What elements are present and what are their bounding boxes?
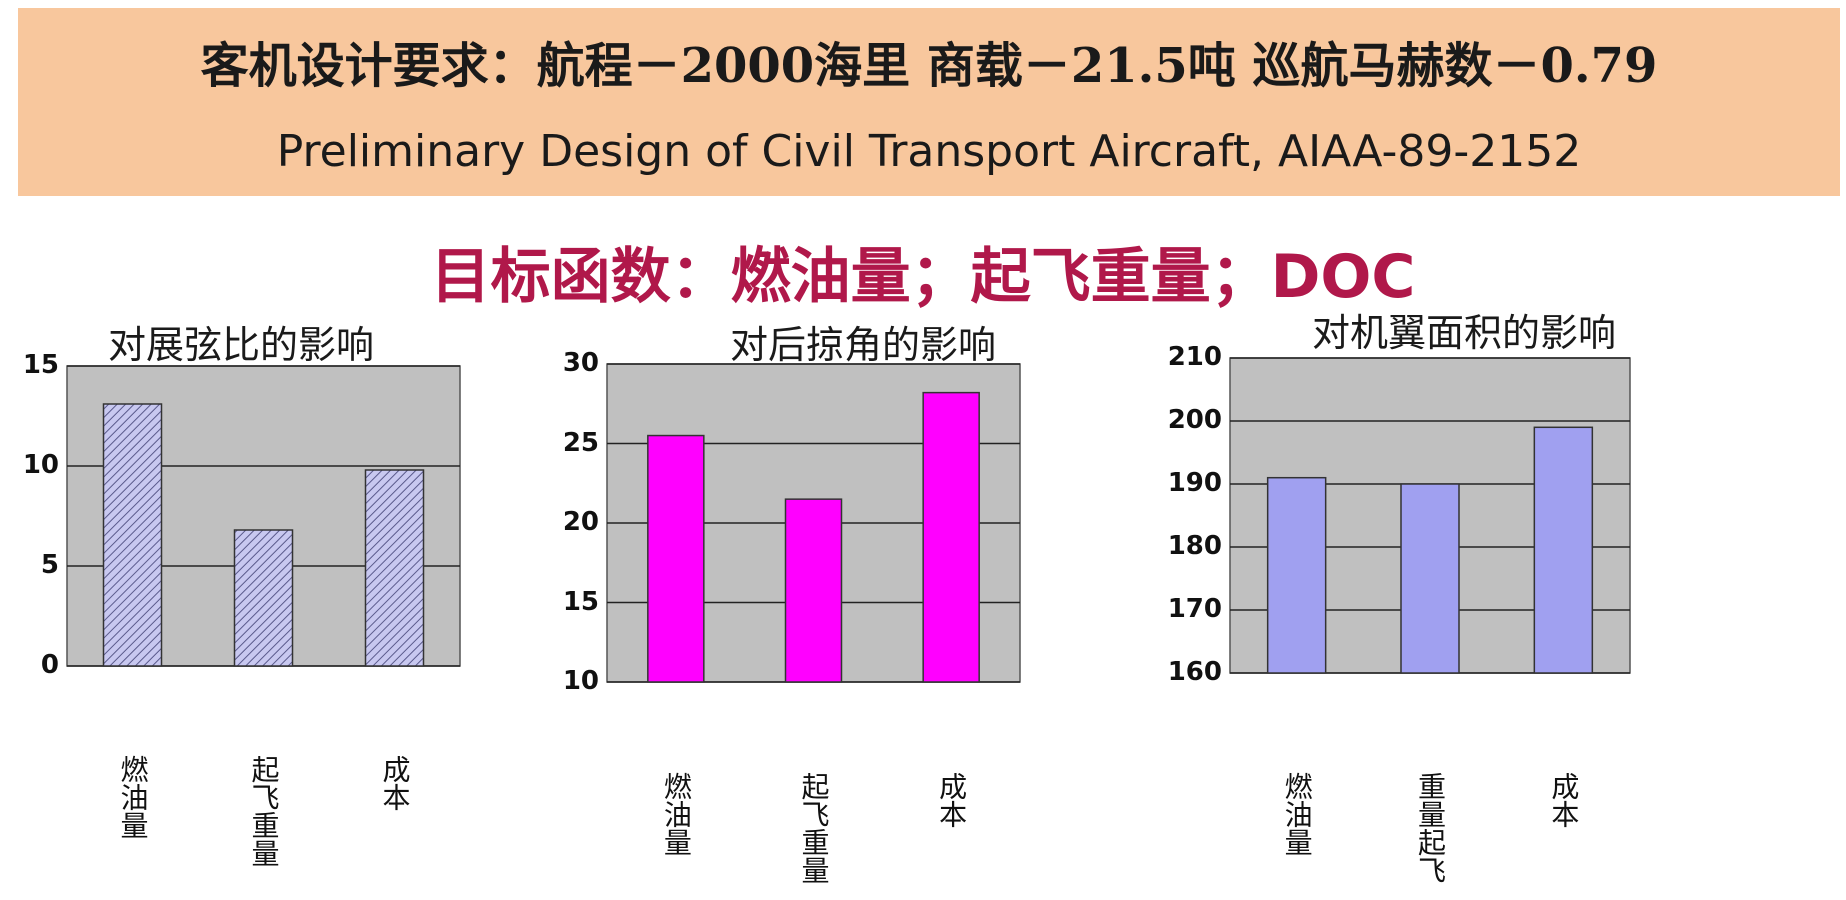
design-requirements: 客机设计要求：航程－2000海里 商载－21.5吨 巡航马赫数－0.79 — [200, 38, 1658, 94]
bar-0 — [647, 434, 705, 683]
y-tick-label: 15 — [562, 586, 599, 617]
x-category-label: 成本 — [935, 772, 969, 828]
y-tick-label: 15 — [22, 350, 59, 380]
x-category-label: 燃油量 — [116, 755, 150, 839]
chart-title: 对机翼面积的影响 — [1312, 311, 1617, 355]
bar-1 — [233, 529, 294, 667]
y-tick-label: 190 — [1167, 468, 1222, 498]
y-tick-label: 170 — [1167, 594, 1222, 624]
x-category-label: 重量起飞 — [1414, 772, 1447, 884]
y-tick-label: 10 — [22, 450, 59, 480]
y-tick-label: 210 — [1167, 342, 1222, 372]
chart-svg — [1229, 357, 1631, 674]
y-tick-label: 20 — [562, 507, 599, 537]
bar-1 — [784, 498, 843, 683]
chart-svg — [66, 365, 461, 667]
chart-title: 对后掠角的影响 — [730, 323, 997, 367]
y-tick-label: 0 — [40, 650, 59, 680]
bar-0 — [1266, 476, 1327, 674]
x-category-label: 起飞重量 — [247, 755, 281, 867]
y-tick-label: 200 — [1167, 405, 1222, 435]
y-tick-label: 160 — [1167, 657, 1222, 687]
x-category-label: 起飞重量 — [797, 772, 831, 884]
x-category-label: 成本 — [1547, 772, 1581, 828]
y-tick-label: 5 — [40, 550, 59, 580]
reference-citation: Preliminary Design of Civil Transport Ai… — [276, 126, 1582, 177]
x-category-label: 燃油量 — [659, 772, 693, 856]
bar-2 — [364, 469, 425, 667]
bar-2 — [922, 391, 980, 683]
bar-2 — [1533, 426, 1594, 674]
chart-wing-area: 对机翼面积的影响 160 170 180 190 200 210 燃油量 重量起飞 成本 — [1168, 300, 1846, 900]
x-category-label: 成本 — [378, 755, 412, 811]
y-tick-label: 25 — [562, 427, 599, 458]
bar-0 — [102, 403, 163, 667]
chart-sweep-angle: 对后掠角的影响 10 15 20 25 30 燃油量 起飞重量 成本 — [560, 300, 1160, 900]
requirements-banner: 客机设计要求：航程－2000海里 商载－21.5吨 巡航马赫数－0.79 Pre… — [18, 8, 1840, 196]
y-tick-label: 180 — [1167, 531, 1222, 561]
x-category-label: 燃油量 — [1280, 772, 1314, 856]
y-tick-label: 10 — [562, 666, 599, 696]
chart-svg — [606, 363, 1021, 683]
bar-1 — [1400, 483, 1460, 674]
chart-aspect-ratio: 对展弦比的影响 0 5 10 15 燃油量 起飞重量 成本 — [0, 300, 520, 900]
chart-title: 对展弦比的影响 — [108, 323, 375, 367]
objective-functions: 目标函数：燃油量；起飞重量；DOC — [430, 242, 1416, 312]
y-tick-label: 30 — [562, 348, 599, 378]
